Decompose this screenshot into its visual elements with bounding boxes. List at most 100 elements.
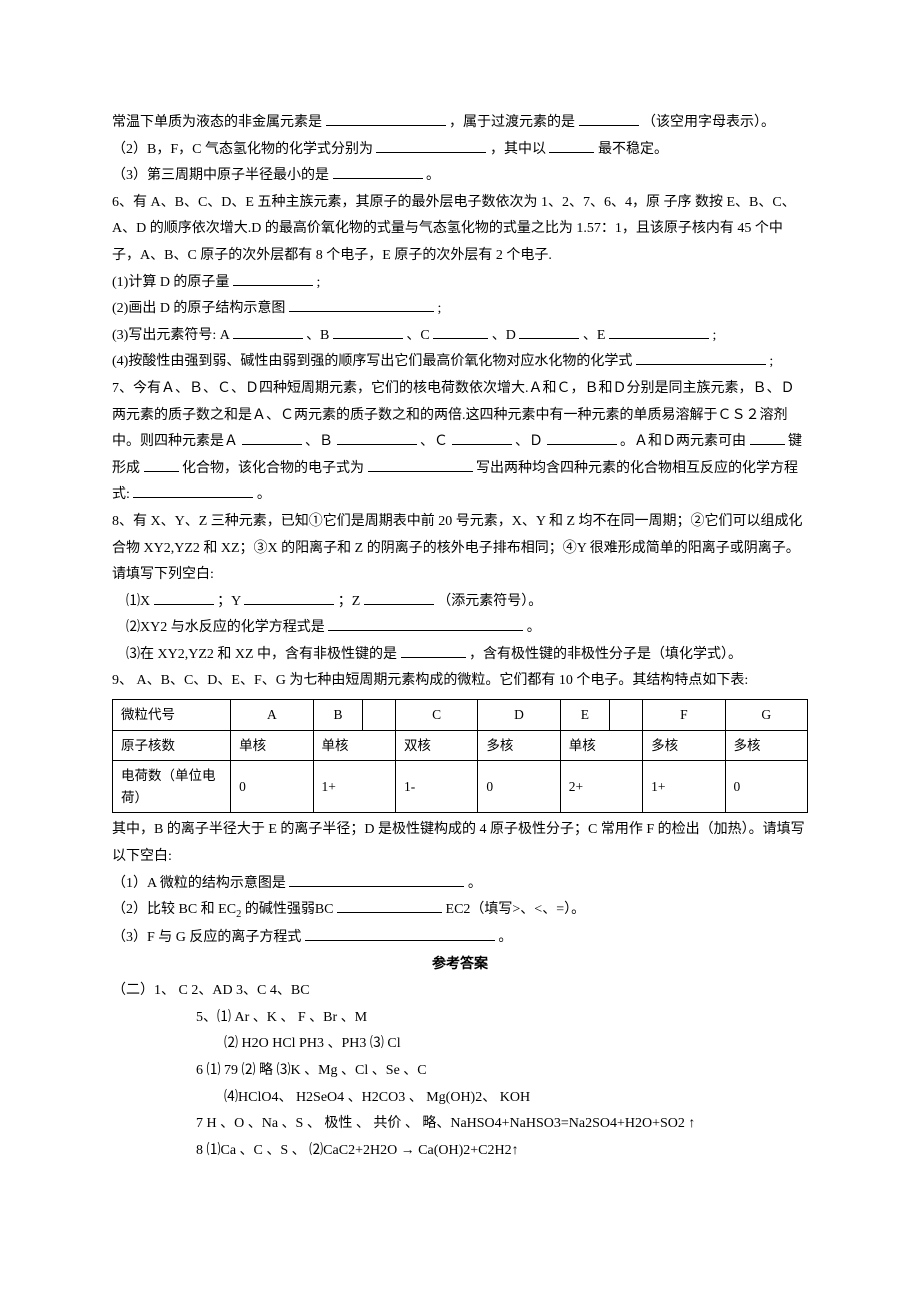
blank xyxy=(154,589,214,604)
text: 、Ｄ xyxy=(515,434,543,449)
q8-1: ⑴X ；Y ；Z （添元素符号）。 xyxy=(112,589,808,616)
text: 。 xyxy=(426,168,440,183)
cell: 单核 xyxy=(313,730,395,761)
table-row: 微粒代号 A B C D E F G xyxy=(113,700,808,731)
cell: 1+ xyxy=(643,761,725,813)
blank xyxy=(242,430,302,445)
cell: 1- xyxy=(395,761,477,813)
blank xyxy=(144,456,179,471)
cell: 双核 xyxy=(395,730,477,761)
blank xyxy=(233,270,313,285)
text: (3)写出元素符号: A xyxy=(112,328,229,343)
cell: 原子核数 xyxy=(113,730,231,761)
cell: 多核 xyxy=(643,730,725,761)
cell xyxy=(609,700,642,731)
cell: 单核 xyxy=(560,730,642,761)
cell: B xyxy=(313,700,363,731)
text: （2）比较 BC 和 EC xyxy=(112,902,236,917)
cell: 0 xyxy=(725,761,807,813)
blank xyxy=(133,483,253,498)
text: ⑶在 XY2,YZ2 和 XZ 中，含有非极性键的是 xyxy=(126,647,397,662)
blank xyxy=(368,456,473,471)
text: ; xyxy=(437,301,441,316)
q6-2: (2)画出 D 的原子结构示意图 ; xyxy=(112,296,808,323)
ans-1: （二）1、 C 2、AD 3、C 4、BC xyxy=(112,978,808,1005)
text: 、Ｂ xyxy=(305,434,333,449)
text: 。 xyxy=(257,487,271,502)
cell xyxy=(363,700,396,731)
cell: F xyxy=(643,700,725,731)
cell: 微粒代号 xyxy=(113,700,231,731)
q6-stem: 6、有 A、B、C、D、E 五种主族元素，其原子的最外层电子数依次为 1、2、7… xyxy=(112,190,808,270)
blank xyxy=(328,616,523,631)
subscript: 2 xyxy=(236,909,241,920)
cell: D xyxy=(478,700,560,731)
text: EC2（填写>、<、=）。 xyxy=(446,902,586,917)
blank xyxy=(452,430,512,445)
answers-title: 参考答案 xyxy=(112,952,808,979)
blank xyxy=(376,137,486,152)
q6-1: (1)计算 D 的原子量 ; xyxy=(112,270,808,297)
cell: 0 xyxy=(478,761,560,813)
blank xyxy=(433,323,488,338)
ans-6: 7 H 、O 、Na 、S 、 极性 、 共价 、 略、NaHSO4+NaHSO… xyxy=(112,1111,808,1138)
cell: A xyxy=(231,700,313,731)
cell: 0 xyxy=(231,761,313,813)
text: 9、 A、B、C、D、E、F、G 为七种由短周期元素构成的微粒。它们都有 10 … xyxy=(112,673,748,688)
text: 。 xyxy=(527,620,541,635)
blank xyxy=(289,297,434,312)
blank xyxy=(333,323,403,338)
q9-2: （2）比较 BC 和 EC2 的碱性强弱BC EC2（填写>、<、=）。 xyxy=(112,897,808,925)
text: 常温下单质为液态的非金属元素是 xyxy=(112,115,322,130)
text: 。 xyxy=(468,876,482,891)
q9-post: 其中，B 的离子半径大于 E 的离子半径；D 是极性键构成的 4 原子极性分子；… xyxy=(112,817,808,870)
q7: 7、今有Ａ、Ｂ、Ｃ、Ｄ四种短周期元素，它们的核电荷数依次增大.Ａ和Ｃ，Ｂ和Ｄ分别… xyxy=(112,376,808,509)
blank xyxy=(305,926,495,941)
blank xyxy=(636,350,766,365)
cell: 电荷数（单位电荷） xyxy=(113,761,231,813)
page: 常温下单质为液态的非金属元素是 ，属于过渡元素的是 （该空用字母表示）。 （2）… xyxy=(0,0,920,1224)
ans-5: ⑷HClO4、 H2SeO4 、H2CO3 、 Mg(OH)2、 KOH xyxy=(112,1085,808,1112)
text: ；Y xyxy=(217,594,241,609)
q9-1: （1）A 微粒的结构示意图是 。 xyxy=(112,871,808,898)
text: (2)画出 D 的原子结构示意图 xyxy=(112,301,285,316)
text: （3）F 与 G 反应的离子方程式 xyxy=(112,930,301,945)
text: ; xyxy=(769,354,773,369)
text: ⑴X xyxy=(126,594,150,609)
table-row: 原子核数 单核 单核 双核 多核 单核 多核 多核 xyxy=(113,730,808,761)
blank xyxy=(333,164,423,179)
table-row: 电荷数（单位电荷） 0 1+ 1- 0 2+ 1+ 0 xyxy=(113,761,808,813)
text: 。Ａ和Ｄ两元素可由 xyxy=(620,434,746,449)
blank xyxy=(579,111,639,126)
q9-stem: 9、 A、B、C、D、E、F、G 为七种由短周期元素构成的微粒。它们都有 10 … xyxy=(112,668,808,695)
blank xyxy=(364,589,434,604)
text: ; xyxy=(712,328,716,343)
text: 化合物，该化合物的电子式为 xyxy=(182,461,364,476)
q8-3: ⑶在 XY2,YZ2 和 XZ 中，含有非极性键的是 ，含有极性键的非极性分子是… xyxy=(112,642,808,669)
blank xyxy=(289,871,464,886)
text: （1）A 微粒的结构示意图是 xyxy=(112,876,286,891)
text: ，其中以 xyxy=(490,142,546,157)
text: 、C xyxy=(406,328,429,343)
q9-table: 微粒代号 A B C D E F G 原子核数 单核 单核 双核 多核 单核 多… xyxy=(112,699,808,813)
blank xyxy=(549,137,594,152)
q6-3: (3)写出元素符号: A 、B 、C 、D 、E ; xyxy=(112,323,808,350)
blank xyxy=(401,642,466,657)
text: （该空用字母表示）。 xyxy=(642,115,775,130)
cell: 多核 xyxy=(725,730,807,761)
text: 8、有 X、Y、Z 三种元素，已知①它们是周期表中前 20 号元素，X、Y 和 … xyxy=(112,514,803,582)
text: ; xyxy=(316,275,320,290)
blank xyxy=(244,589,334,604)
cell: G xyxy=(725,700,807,731)
text: (4)按酸性由强到弱、碱性由弱到强的顺序写出它们最高价氧化物对应水化物的化学式 xyxy=(112,354,632,369)
blank xyxy=(547,430,617,445)
text: ⑵XY2 与水反应的化学方程式是 xyxy=(126,620,325,635)
blank xyxy=(750,430,785,445)
ans-7: 8 ⑴Ca 、C 、S 、 ⑵CaC2+2H2O → Ca(OH)2+C2H2↑ xyxy=(112,1138,808,1165)
cell: 2+ xyxy=(560,761,642,813)
blank xyxy=(337,430,417,445)
ans-3: ⑵ H2O HCl PH3 、PH3 ⑶ Cl xyxy=(112,1031,808,1058)
blank xyxy=(337,898,442,913)
text: ，属于过渡元素的是 xyxy=(449,115,575,130)
q5-1-line: 常温下单质为液态的非金属元素是 ，属于过渡元素的是 （该空用字母表示）。 xyxy=(112,110,808,137)
